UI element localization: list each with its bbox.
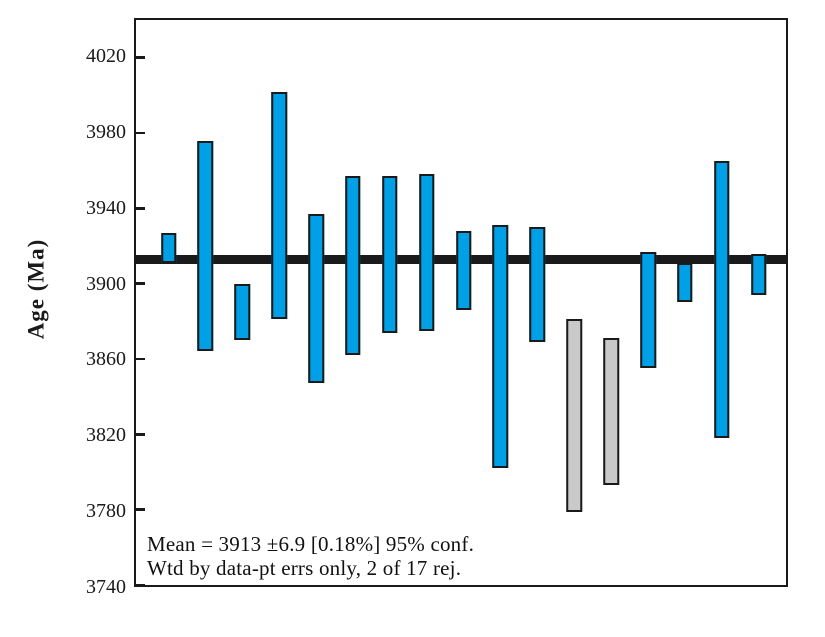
error-bar-2 <box>197 140 214 352</box>
y-tick-3740 <box>136 583 145 587</box>
rejected-error-bar-13 <box>603 338 619 486</box>
error-bar-8 <box>418 174 435 331</box>
error-bar-14 <box>640 251 656 369</box>
mean-annotation: Mean = 3913 ±6.9 [0.18%] 95% conf. Wtd b… <box>147 532 474 580</box>
error-bar-1 <box>160 232 177 263</box>
y-tick-label-3740: 3740 <box>86 576 126 598</box>
y-tick-3980 <box>136 131 145 135</box>
y-tick-label-3780: 3780 <box>86 500 126 523</box>
mean-annotation-line2: Wtd by data-pt errs only, 2 of 17 rej. <box>147 556 462 580</box>
error-bar-9 <box>455 230 472 311</box>
y-tick-3780 <box>136 508 145 511</box>
y-tick-4020 <box>136 56 145 59</box>
error-bar-11 <box>529 227 546 343</box>
plot-area: Mean = 3913 ±6.9 [0.18%] 95% conf. Wtd b… <box>134 18 788 587</box>
y-tick-label-3980: 3980 <box>86 120 126 143</box>
error-bar-7 <box>382 176 398 333</box>
y-tick-label-3860: 3860 <box>86 348 126 371</box>
y-tick-label-3900: 3900 <box>86 272 126 295</box>
y-tick-3940 <box>136 207 145 210</box>
error-bar-4 <box>271 91 287 320</box>
error-bar-3 <box>234 283 251 341</box>
y-tick-label-3940: 3940 <box>86 196 126 219</box>
error-bar-5 <box>308 213 324 384</box>
y-tick-label-4020: 4020 <box>86 44 126 67</box>
error-bar-6 <box>345 176 361 356</box>
error-bar-16 <box>714 161 730 439</box>
error-bar-17 <box>750 253 767 295</box>
y-tick-3900 <box>136 282 145 285</box>
y-axis-tick-labels: 3740 3780 3820 3860 3900 3940 3980 4020 <box>0 18 126 598</box>
y-tick-label-3820: 3820 <box>86 424 126 447</box>
mean-annotation-line1: Mean = 3913 ±6.9 [0.18%] 95% conf. <box>147 532 475 556</box>
rejected-error-bar-12 <box>566 319 582 512</box>
y-tick-3820 <box>136 433 145 436</box>
y-tick-3860 <box>136 357 145 361</box>
error-bar-15 <box>677 262 693 303</box>
error-bar-10 <box>492 225 509 469</box>
